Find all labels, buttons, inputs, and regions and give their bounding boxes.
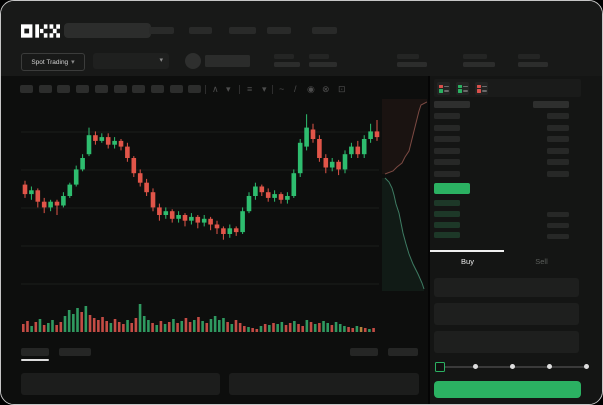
bottom-action-pill[interactable] [350,348,378,356]
ticker-stat-label [463,54,487,59]
orderbook-header-amount [533,101,569,108]
bid-row-price[interactable] [434,210,460,217]
slider-stop-25[interactable] [473,363,478,369]
panel-divider [428,76,430,404]
interval-icon[interactable]: ∧ [212,84,219,94]
tab-underline-buy [430,250,504,252]
slider-stop-100[interactable] [584,363,589,369]
toolbar-pill[interactable] [38,85,52,93]
slider-stop-50[interactable] [510,363,515,369]
toolbar-pill[interactable] [94,85,108,93]
depth-chart[interactable] [382,99,427,291]
bottom-tab-underline [21,359,49,361]
search-input[interactable] [64,23,151,38]
draw-icon[interactable]: / [294,84,297,94]
bid-row-price[interactable] [434,221,460,228]
ask-row-price[interactable] [434,136,460,142]
orderbook-header-price [434,101,470,108]
toolbar-pill[interactable] [132,85,146,93]
ticker-stat-value [518,62,548,67]
volume-chart [22,304,375,332]
bid-row-price[interactable] [434,200,460,206]
ticker-stat-label [397,54,419,59]
ask-row-amount[interactable] [547,170,569,177]
toolbar-pill[interactable] [169,85,183,93]
chevron-down-icon: ▾ [159,57,163,64]
ask-row-price[interactable] [434,170,460,177]
ticker-stat-value [463,62,495,67]
fullscreen-icon[interactable]: ⊡ [338,84,346,94]
toolbar-pill[interactable] [113,85,127,93]
candlestick-chart[interactable] [21,99,380,293]
bid-row-amount[interactable] [547,212,569,217]
tab-buy[interactable]: Buy [461,257,474,266]
line-chart-icon[interactable]: ~ [279,84,285,94]
settings-icon[interactable]: ⊗ [322,84,330,94]
toolbar-pill[interactable] [57,85,71,93]
chevron-down-icon[interactable]: ▾ [262,84,267,94]
toolbar-divider [239,85,240,94]
ticker-stat-value [309,62,337,67]
toolbar-pill[interactable] [188,85,202,93]
ask-row-amount[interactable] [547,113,569,119]
okx-logo[interactable] [21,23,60,39]
amount-field[interactable] [434,303,579,325]
toolbar-divider [272,85,273,94]
nav-item[interactable] [149,27,174,34]
market-type-label: Spot Trading [31,58,69,66]
market-type-dropdown[interactable]: Spot Trading ▾ [21,53,85,71]
ask-row-amount[interactable] [547,147,569,154]
history-panel [229,373,419,395]
nav-item[interactable] [229,27,256,34]
price-field[interactable] [434,278,579,297]
ticker-stat-label [309,54,329,59]
bottom-tab[interactable] [21,348,49,356]
toolbar-pill[interactable] [20,85,33,93]
tab-sell[interactable]: Sell [535,257,548,266]
toolbar-pill[interactable] [150,85,164,93]
bid-row-amount[interactable] [547,233,569,239]
ask-row-price[interactable] [434,147,460,154]
ask-row-price[interactable] [434,113,460,119]
bottom-action-pill[interactable] [388,348,418,356]
ticker-stat-value [274,62,300,67]
toolbar-divider [205,85,206,94]
chevron-down-icon: ▾ [71,58,75,66]
ask-row-amount[interactable] [547,124,569,131]
ask-row-price[interactable] [434,159,460,165]
nav-item[interactable] [312,27,337,34]
orderbook-view-asks-icon[interactable] [475,82,488,95]
buy-button[interactable] [434,381,581,398]
indicators-icon[interactable]: ≡ [247,84,253,94]
ticker-stat-label [518,54,540,59]
orders-panel [21,373,220,395]
amount-slider-handle[interactable] [435,362,445,372]
orderbook-toolbar [434,79,581,97]
ticker-stat-label [274,54,294,59]
ask-row-price[interactable] [434,124,460,131]
camera-icon[interactable]: ◉ [307,84,315,94]
pair-selector-dropdown[interactable]: ▾ [93,53,169,69]
last-price-placeholder [205,55,250,67]
slider-stop-75[interactable] [547,363,552,369]
bid-row-amount[interactable] [547,222,569,228]
header-region [1,1,602,76]
total-field[interactable] [434,331,579,353]
bottom-tab[interactable] [59,348,91,356]
last-price-bar[interactable] [434,183,470,194]
bid-row-price[interactable] [434,232,460,239]
orderbook-view-combined-icon[interactable] [437,82,450,95]
ask-row-amount[interactable] [547,136,569,142]
chevron-down-icon[interactable]: ▾ [226,84,231,94]
nav-item[interactable] [267,27,291,34]
ask-row-amount[interactable] [547,159,569,165]
orderbook-view-bids-icon[interactable] [456,82,469,95]
coin-icon [185,53,201,69]
ticker-stat-value [397,62,427,67]
nav-item[interactable] [189,27,212,34]
toolbar-pill[interactable] [76,85,90,93]
